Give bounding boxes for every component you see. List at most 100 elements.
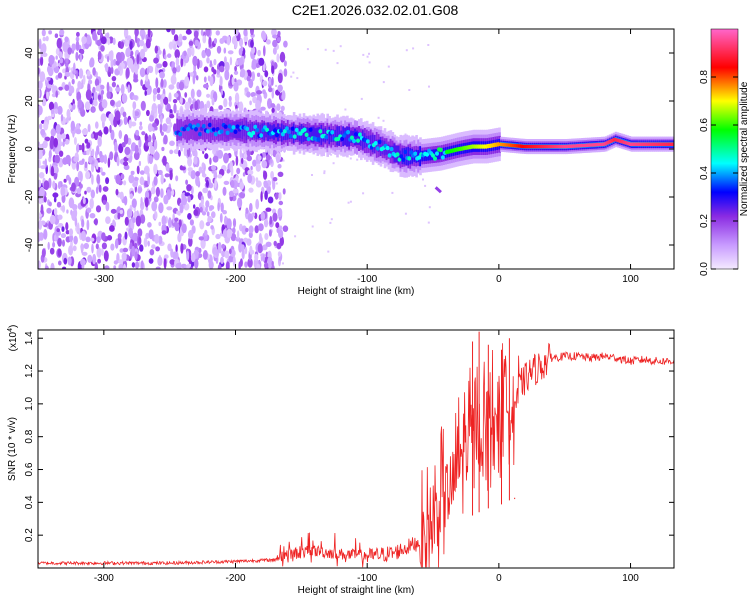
heatmap-cell	[45, 35, 49, 42]
heatmap-cell	[200, 198, 204, 207]
heatmap-cell	[52, 192, 59, 198]
heatmap-cell	[187, 213, 192, 220]
heatmap-cell	[136, 37, 141, 48]
heatmap-cell	[247, 258, 253, 268]
heatmap-cell	[139, 48, 146, 59]
heatmap-cell	[249, 100, 252, 106]
heatmap-cell	[122, 263, 127, 269]
heatmap-cell	[292, 71, 295, 74]
heatmap-cell	[139, 39, 145, 47]
heatmap-cell	[290, 75, 293, 78]
heatmap-cell	[188, 236, 193, 247]
heatmap-cell	[234, 78, 237, 83]
heatmap-cell	[134, 111, 140, 117]
heatmap-cell	[190, 88, 195, 100]
heatmap-cell	[292, 123, 296, 144]
heatmap-cell	[314, 128, 318, 141]
heatmap-cell	[195, 75, 199, 81]
heatmap-cell	[102, 186, 109, 192]
heatmap-cell	[255, 163, 261, 172]
heatmap-cell	[139, 67, 146, 78]
y-tick-label: 0.6	[24, 462, 35, 476]
heatmap-cell	[145, 74, 149, 82]
heatmap-cell	[165, 117, 171, 125]
heatmap-cell	[222, 186, 227, 196]
heatmap-cell	[124, 216, 129, 226]
heatmap-cell	[277, 207, 283, 218]
heatmap-cell	[163, 194, 169, 205]
heatmap-cell	[217, 174, 223, 179]
heatmap-cell	[176, 122, 179, 137]
heatmap-cell	[227, 50, 234, 55]
heatmap-cell	[138, 125, 143, 131]
heatmap-cell	[205, 48, 211, 57]
x-tick-label: -200	[226, 573, 246, 584]
heatmap-cell	[140, 196, 143, 206]
heatmap-cell	[246, 155, 252, 162]
heatmap-cell	[166, 206, 173, 211]
heatmap-cell	[162, 155, 167, 166]
heatmap-cell	[244, 261, 248, 268]
heatmap-cell	[193, 30, 199, 39]
heatmap-cell	[330, 218, 333, 221]
heatmap-cell	[354, 128, 357, 146]
heatmap-cell	[223, 56, 227, 64]
heatmap-cell	[144, 197, 149, 208]
heatmap-cell	[43, 228, 48, 240]
heatmap-cell	[163, 96, 169, 105]
heatmap-cell	[88, 155, 93, 164]
heatmap-cell	[246, 238, 252, 246]
heatmap-cell	[227, 119, 231, 140]
heatmap-cell	[79, 183, 83, 189]
heatmap-cell	[257, 49, 261, 57]
heatmap-cell	[123, 161, 129, 167]
heatmap-cell	[395, 152, 400, 157]
heatmap-cell	[195, 175, 200, 187]
heatmap-cell	[73, 137, 77, 145]
heatmap-cell	[105, 177, 110, 185]
heatmap-cell	[439, 148, 442, 160]
heatmap-cell	[182, 35, 187, 41]
heatmap-cell	[204, 153, 209, 160]
heatmap-cell	[144, 190, 150, 200]
heatmap-cell	[187, 156, 193, 167]
heatmap-cell	[225, 130, 230, 135]
heatmap-cell	[208, 205, 215, 211]
heatmap-cell	[50, 128, 56, 137]
heatmap-cell	[246, 75, 251, 82]
heatmap-cell	[174, 222, 180, 232]
heatmap-cell	[226, 218, 232, 230]
heatmap-cell	[158, 202, 164, 214]
heatmap-cell	[245, 207, 249, 214]
heatmap-cell	[48, 149, 52, 159]
heatmap-cell	[152, 132, 156, 142]
heatmap-cell	[172, 99, 178, 104]
heatmap-cell	[215, 233, 221, 240]
heatmap-cell	[63, 257, 68, 265]
heatmap-cell	[249, 245, 253, 255]
heatmap-cell	[73, 208, 78, 218]
heatmap-cell	[424, 184, 427, 187]
heatmap-cell	[219, 65, 225, 73]
heatmap-cell	[73, 235, 78, 245]
heatmap-cell	[109, 225, 115, 232]
heatmap-cell	[257, 243, 263, 254]
heatmap-cell	[272, 47, 277, 55]
heatmap-cell	[243, 29, 248, 37]
heatmap-cell	[248, 187, 254, 193]
heatmap-cell	[119, 191, 124, 200]
heatmap-cell	[154, 45, 159, 54]
heatmap-cell	[157, 256, 163, 266]
heatmap-cell	[80, 243, 85, 251]
heatmap-cell	[217, 264, 222, 269]
colorbar-tick-label: 0.4	[699, 166, 710, 180]
heatmap-cell	[50, 262, 55, 269]
heatmap-cell	[165, 163, 170, 172]
heatmap-cell	[219, 213, 223, 223]
heatmap-cell	[77, 98, 83, 109]
heatmap-cell	[58, 223, 64, 228]
colorbar-label: Normalized spectral amplitude	[739, 81, 750, 216]
heatmap-cell	[229, 56, 233, 66]
heatmap-cell	[146, 67, 150, 75]
heatmap-cell	[140, 214, 146, 224]
